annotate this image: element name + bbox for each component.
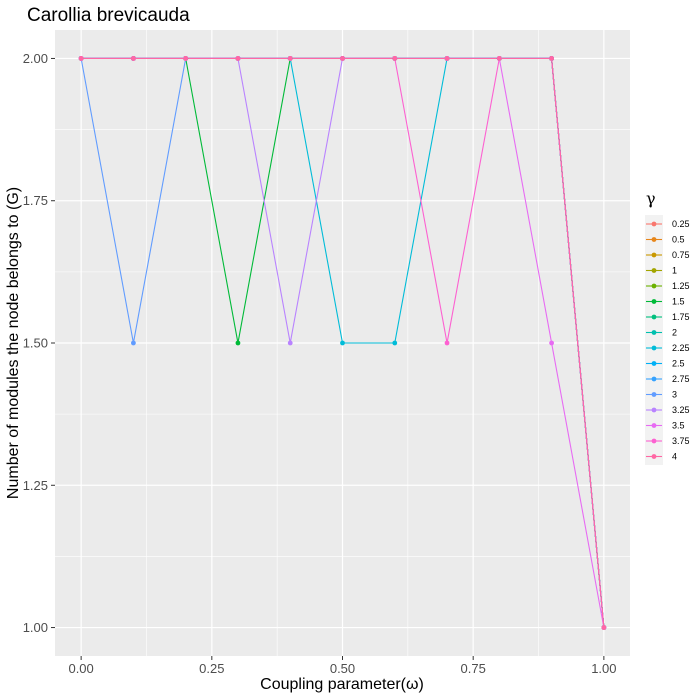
legend-key-point — [651, 376, 657, 382]
legend-key-point — [651, 252, 657, 258]
y-tick-label: 1.50 — [23, 336, 48, 351]
legend-label: 1.5 — [672, 297, 685, 307]
data-point-4 — [496, 56, 502, 61]
data-point-4 — [444, 56, 450, 61]
x-tick-label: 0.00 — [68, 661, 93, 676]
y-axis: 1.00 1.25 1.50 1.75 2.00 — [23, 51, 55, 635]
legend-label: 2 — [672, 328, 677, 338]
data-point-1.5 — [235, 340, 241, 346]
legend-label: 0.25 — [672, 219, 690, 229]
y-tick-label: 2.00 — [23, 51, 48, 66]
y-tick-label: 1.75 — [23, 193, 48, 208]
legend-key-point — [651, 392, 657, 397]
data-point-4 — [287, 56, 293, 61]
legend-label: 0.5 — [672, 235, 685, 245]
data-point-4 — [131, 56, 136, 61]
legend-key-point — [651, 330, 657, 335]
legend-label: 2.5 — [672, 359, 685, 369]
y-axis-title: Number of modules the node belongs to (G… — [5, 187, 22, 499]
legend-label: 2.25 — [672, 343, 690, 353]
x-axis: 0.00 0.25 0.50 0.75 1.00 — [68, 656, 617, 676]
data-point-2.25 — [340, 340, 345, 346]
x-tick-label: 1.00 — [591, 661, 616, 676]
legend-key-point — [651, 268, 657, 273]
legend-key-point — [651, 314, 657, 320]
legend-key-point — [651, 283, 657, 289]
legend-key-point — [651, 237, 657, 242]
data-point-4 — [235, 56, 241, 61]
legend-key-background — [645, 215, 663, 465]
x-tick-label: 0.25 — [199, 661, 224, 676]
data-point-2.25 — [392, 340, 398, 346]
y-tick-label: 1.00 — [23, 620, 48, 635]
chart-title: Carollia brevicauda — [27, 5, 190, 26]
x-tick-label: 0.75 — [461, 661, 486, 676]
data-point-4 — [549, 56, 554, 61]
legend-label: 3.5 — [672, 421, 685, 431]
legend-label: 4 — [672, 452, 677, 462]
legend-key-point — [651, 407, 657, 413]
x-axis-title: Coupling parameter(ω) — [260, 676, 424, 693]
data-point-3.5 — [549, 340, 554, 346]
data-point-4 — [78, 56, 84, 61]
data-point-3 — [131, 340, 136, 346]
legend-key-point — [651, 438, 657, 444]
data-point-4 — [183, 56, 189, 61]
legend-label: 0.75 — [672, 250, 690, 260]
legend-label: 2.75 — [672, 374, 690, 384]
legend-label: 1 — [672, 266, 677, 276]
data-point-4 — [392, 56, 398, 61]
legend: γ 0.25 0.5 0.75 1 1.25 1.5 1.75 2 2.25 2.5 2.75 3 3.… — [645, 189, 690, 465]
data-point-3.25 — [287, 340, 293, 346]
legend-key-point — [651, 221, 657, 227]
legend-key-point — [651, 423, 657, 428]
legend-title: γ — [646, 189, 656, 208]
y-tick-label: 1.25 — [23, 478, 48, 493]
legend-key-point — [651, 299, 657, 304]
legend-label: 1.75 — [672, 312, 690, 322]
data-point-3.75 — [444, 340, 450, 346]
legend-label: 1.25 — [672, 281, 690, 291]
data-point-4 — [340, 56, 345, 61]
legend-key-point — [651, 345, 657, 351]
legend-label: 3 — [672, 390, 677, 400]
x-tick-label: 0.50 — [330, 661, 355, 676]
legend-key-point — [651, 454, 657, 459]
data-point-4 — [601, 625, 607, 630]
series-points — [78, 56, 607, 630]
legend-label: 3.75 — [672, 436, 690, 446]
legend-key-point — [651, 361, 657, 366]
legend-label: 3.25 — [672, 405, 690, 415]
